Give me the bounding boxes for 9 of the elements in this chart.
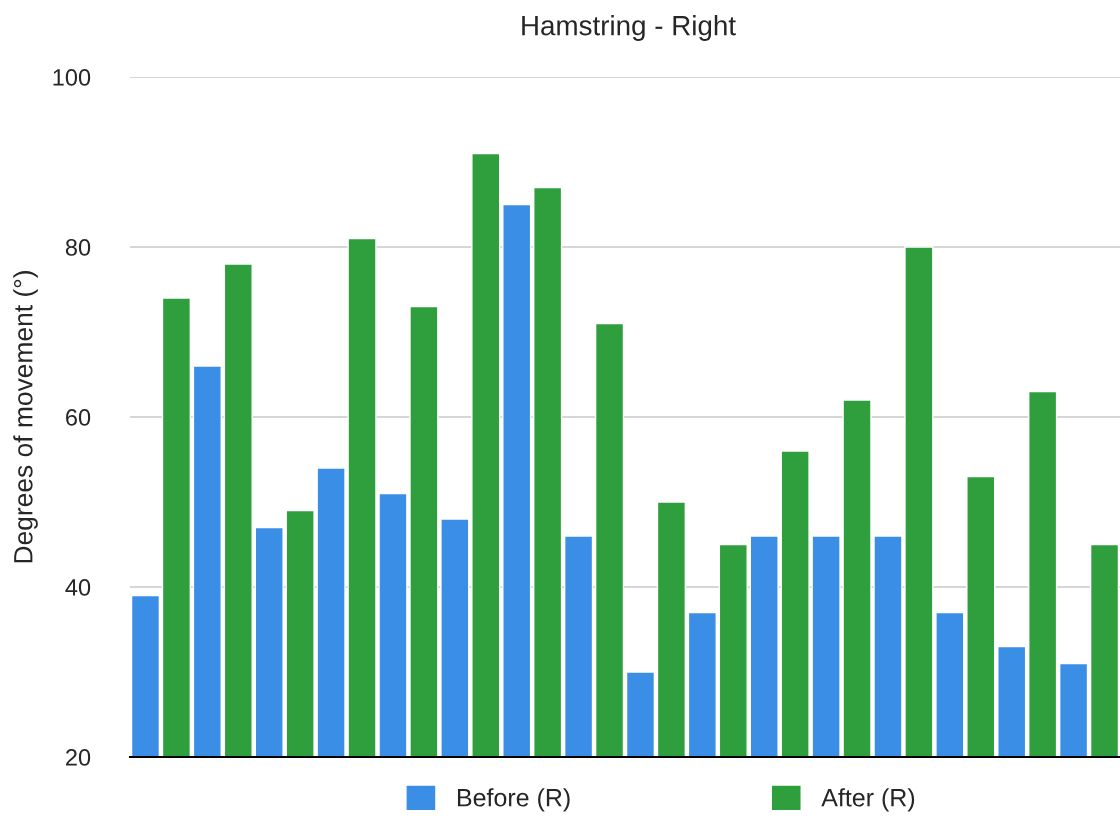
y-tick-label: 20 (66, 749, 91, 766)
legend-label: Before (R) (457, 788, 570, 812)
y-tick-label: 60 (66, 409, 91, 426)
y-tick-label: 80 (65, 239, 91, 256)
y-axis-title: Degrees of movement (°) (13, 271, 38, 563)
chart-title: Hamstring - Right (522, 15, 736, 41)
y-tick-label: 100 (53, 69, 91, 86)
legend-label: After (R) (821, 788, 915, 812)
y-tick-label: 40 (65, 579, 91, 596)
